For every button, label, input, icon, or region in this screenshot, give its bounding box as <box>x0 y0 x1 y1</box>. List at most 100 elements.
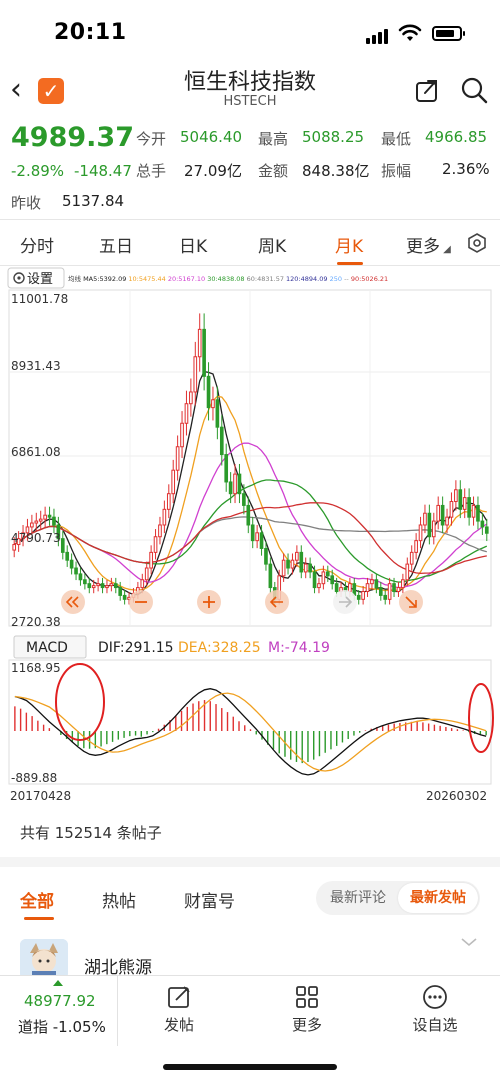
ma-legend-item: 90:5026.21 <box>351 275 388 283</box>
divider <box>0 219 500 220</box>
hexagon-settings-icon[interactable] <box>466 232 488 254</box>
candle-body <box>325 571 330 577</box>
share-icon[interactable] <box>413 76 441 104</box>
macd-y-bottom: -889.88 <box>11 771 57 785</box>
collapse-arrow-icon[interactable] <box>399 590 423 614</box>
period-tabs: 分时 五日 日K 周K 月K 更多 ◢ <box>0 222 500 266</box>
search-icon[interactable] <box>460 76 488 104</box>
tab-monthly-k[interactable]: 月K <box>335 237 364 257</box>
macd-dea: DEA:328.25 <box>178 640 261 656</box>
tab-intraday[interactable]: 分时 <box>20 237 54 257</box>
candle-body <box>16 538 21 546</box>
arrow-left-icon[interactable] <box>265 590 289 614</box>
dow-index-value: 48977.92 <box>24 992 96 1010</box>
candle-body <box>219 426 224 456</box>
candle-body <box>250 524 255 542</box>
chevron-down-icon[interactable] <box>460 935 478 949</box>
add-watchlist-button[interactable]: 设自选 <box>390 976 480 1046</box>
stat-value: 2.36% <box>442 160 490 178</box>
back-button[interactable]: ‹ <box>10 72 22 107</box>
double-chevron-left-icon[interactable] <box>61 590 85 614</box>
post-item[interactable]: 湖北熊源 <box>0 929 500 979</box>
candle-body <box>361 590 365 600</box>
candle-body <box>330 575 335 585</box>
quote-panel: 4989.37 今开 5046.40 最高 5088.25 最低 4966.85… <box>0 120 500 216</box>
post-count: 共有 152514 条帖子 <box>20 824 162 842</box>
stat-value: 4966.85 <box>425 128 488 146</box>
ma-legend-item: 20:5167.10 <box>168 275 207 283</box>
section-gap <box>0 857 500 867</box>
zoom-out-icon[interactable] <box>129 590 153 614</box>
ma-legend-item: 120:4894.09 <box>286 275 330 283</box>
tab-weekly-k[interactable]: 周K <box>258 237 287 257</box>
candle-body <box>259 532 264 549</box>
candle-body <box>303 563 308 573</box>
post-button[interactable]: 发帖 <box>134 976 224 1046</box>
macd-histogram <box>14 700 487 764</box>
feed-tab-hot[interactable]: 热帖 <box>102 892 136 912</box>
tab-more[interactable]: 更多 ◢ <box>406 232 451 257</box>
ma-legend-item: MA5:5392.09 <box>83 275 128 283</box>
candle-body <box>405 563 410 581</box>
candle-body <box>409 551 414 565</box>
annotation-circle-left <box>55 663 105 741</box>
page-title: 恒生科技指数 <box>183 70 316 95</box>
candles <box>12 313 489 605</box>
candle-body <box>87 583 92 589</box>
candle-body <box>215 399 220 428</box>
macd-m: M:-74.19 <box>268 640 330 656</box>
candle-body <box>43 514 47 520</box>
candle-body <box>423 512 427 526</box>
dow-index-ticker[interactable]: 48977.92 道指 -1.05% <box>0 976 118 1046</box>
stat-label: 最高 <box>258 130 289 148</box>
candle-body <box>396 587 401 592</box>
candle-body <box>445 516 449 526</box>
candle-body <box>392 583 396 592</box>
tab-daily-k[interactable]: 日K <box>179 237 208 257</box>
candle-body <box>458 489 463 510</box>
candle-body <box>189 391 193 405</box>
candle-body <box>69 559 74 569</box>
kline-chart[interactable]: 设置 均线 MA5:5392.09 10:5475.44 20:5167.10 … <box>0 266 500 806</box>
add-watchlist-label: 设自选 <box>412 1016 458 1034</box>
stat-value: 5088.25 <box>302 128 365 146</box>
sort-toggle: 最新评论 最新发帖 <box>316 881 480 915</box>
candle-body <box>431 520 436 538</box>
candle-body <box>197 328 202 358</box>
feed-tab-all[interactable]: 全部 <box>20 892 54 912</box>
more-button-label: 更多 <box>291 1016 322 1034</box>
y-tick-label: 11001.78 <box>11 292 68 306</box>
chart-canvas[interactable]: 设置 均线 MA5:5392.09 10:5475.44 20:5167.10 … <box>0 266 500 806</box>
gear-icon <box>13 272 25 284</box>
tab-five-day[interactable]: 五日 <box>99 237 133 257</box>
macd-label: MACD <box>26 640 68 656</box>
nav-header: ‹ ✓ 恒生科技指数 HSTECH <box>0 62 500 120</box>
check-logo-icon[interactable]: ✓ <box>38 78 64 104</box>
arrow-right-icon[interactable] <box>333 590 357 614</box>
stat-label: 总手 <box>136 162 167 180</box>
zoom-in-icon[interactable] <box>197 590 221 614</box>
candle-body <box>401 579 405 589</box>
candle-body <box>74 567 78 575</box>
candle-body <box>414 540 418 553</box>
y-tick-label: 6861.08 <box>11 445 61 459</box>
candle-body <box>96 583 100 587</box>
candle-body <box>158 524 162 538</box>
macd-selector[interactable]: MACD <box>13 635 87 659</box>
avatar[interactable] <box>20 939 68 979</box>
stat-value: 27.09亿 <box>184 162 242 180</box>
feed-tab-wealth[interactable]: 财富号 <box>184 892 235 912</box>
more-button[interactable]: 更多 <box>262 976 352 1046</box>
signal-icon <box>366 28 392 44</box>
candle-body <box>47 514 52 518</box>
sort-latest-post[interactable]: 最新发帖 <box>398 883 478 913</box>
sort-latest-comment[interactable]: 最新评论 <box>330 890 386 906</box>
candle-body <box>100 583 105 589</box>
macd-plot-frame <box>8 659 492 785</box>
candle-body <box>118 587 123 596</box>
candle-body <box>140 579 145 589</box>
chart-settings-button[interactable]: 设置 <box>7 267 65 289</box>
post-author[interactable]: 湖北熊源 <box>84 958 152 978</box>
candle-body <box>462 497 467 510</box>
prev-close-value: 5137.84 <box>62 192 125 210</box>
